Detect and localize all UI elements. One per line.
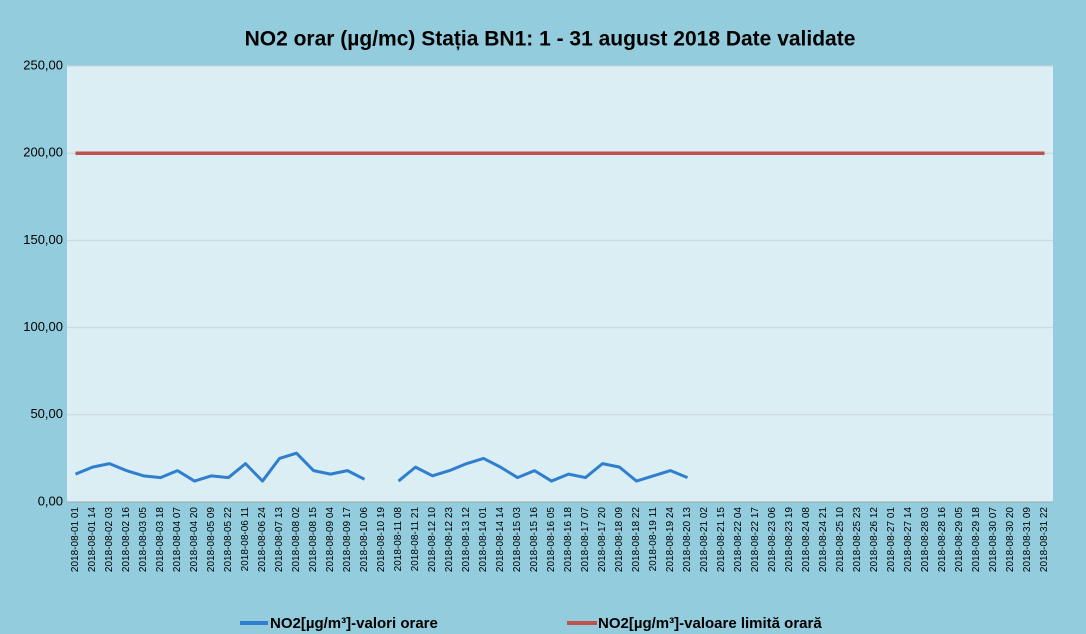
x-tick-label: 2018-08-29 05 bbox=[954, 507, 965, 572]
x-tick-label: 2018-08-03 05 bbox=[138, 507, 149, 572]
x-tick-label: 2018-08-24 08 bbox=[801, 507, 812, 572]
y-tick-label: 150,00 bbox=[23, 232, 63, 247]
x-tick-label: 2018-08-23 06 bbox=[767, 507, 778, 572]
series-line bbox=[74, 451, 366, 483]
x-tick-label: 2018-08-07 13 bbox=[274, 507, 285, 572]
x-tick-label: 2018-08-22 17 bbox=[750, 507, 761, 572]
x-tick-label: 2018-08-09 17 bbox=[342, 507, 353, 572]
x-tick-label: 2018-08-30 20 bbox=[1005, 507, 1016, 572]
x-tick-label: 2018-08-28 16 bbox=[937, 507, 948, 572]
x-tick-label: 2018-08-06 24 bbox=[257, 507, 268, 572]
x-tick-label: 2018-08-06 11 bbox=[240, 507, 251, 572]
x-tick-label: 2018-08-26 12 bbox=[869, 507, 880, 572]
x-tick-label: 2018-08-24 21 bbox=[818, 507, 829, 572]
x-tick-label: 2018-08-22 04 bbox=[733, 507, 744, 572]
x-tick-label: 2018-08-28 03 bbox=[920, 507, 931, 572]
x-tick-label: 2018-08-29 18 bbox=[971, 507, 982, 572]
x-tick-label: 2018-08-04 20 bbox=[189, 507, 200, 572]
x-tick-label: 2018-08-10 19 bbox=[376, 507, 387, 572]
x-tick-label: 2018-08-25 10 bbox=[835, 507, 846, 572]
x-tick-label: 2018-08-08 02 bbox=[291, 507, 302, 572]
x-tick-label: 2018-08-12 10 bbox=[427, 507, 438, 572]
x-tick-label: 2018-08-13 12 bbox=[461, 507, 472, 572]
x-tick-label: 2018-08-10 06 bbox=[359, 507, 370, 572]
x-tick-label: 2018-08-19 11 bbox=[648, 507, 659, 572]
x-tick-label: 2018-08-16 18 bbox=[563, 507, 574, 572]
y-tick-label: 0,00 bbox=[38, 493, 63, 508]
x-tick-label: 2018-08-21 02 bbox=[699, 507, 710, 572]
x-tick-label: 2018-08-01 14 bbox=[87, 507, 98, 572]
legend-label: NO2[µg/m³]-valoare limită orară bbox=[598, 615, 822, 632]
x-tick-label: 2018-08-31 22 bbox=[1039, 507, 1050, 572]
x-tick-label: 2018-08-03 18 bbox=[155, 507, 166, 572]
x-tick-label: 2018-08-14 01 bbox=[478, 507, 489, 572]
x-tick-label: 2018-08-18 22 bbox=[631, 507, 642, 572]
x-tick-label: 2018-08-04 07 bbox=[172, 507, 183, 572]
x-tick-label: 2018-08-11 08 bbox=[393, 507, 404, 572]
x-tick-label: 2018-08-02 03 bbox=[104, 507, 115, 572]
x-tick-label: 2018-08-01 01 bbox=[70, 507, 81, 572]
x-tick-label: 2018-08-19 24 bbox=[665, 507, 676, 572]
x-tick-label: 2018-08-14 14 bbox=[495, 507, 506, 572]
x-tick-label: 2018-08-09 04 bbox=[325, 507, 336, 572]
x-tick-label: 2018-08-18 09 bbox=[614, 507, 625, 572]
plot-area bbox=[67, 66, 1053, 502]
x-tick-label: 2018-08-27 14 bbox=[903, 507, 914, 572]
series-line bbox=[397, 456, 689, 483]
x-tick-label: 2018-08-02 16 bbox=[121, 507, 132, 572]
x-tick-label: 2018-08-21 15 bbox=[716, 507, 727, 572]
x-tick-label: 2018-08-20 13 bbox=[682, 507, 693, 572]
x-tick-label: 2018-08-25 23 bbox=[852, 507, 863, 572]
y-tick-label: 100,00 bbox=[23, 319, 63, 334]
x-tick-label: 2018-08-08 15 bbox=[308, 507, 319, 572]
x-tick-label: 2018-08-17 07 bbox=[580, 507, 591, 572]
y-tick-label: 50,00 bbox=[30, 406, 63, 421]
y-tick-label: 250,00 bbox=[23, 57, 63, 72]
x-tick-label: 2018-08-12 23 bbox=[444, 507, 455, 572]
x-tick-label: 2018-08-30 07 bbox=[988, 507, 999, 572]
x-tick-label: 2018-08-16 05 bbox=[546, 507, 557, 572]
x-tick-label: 2018-08-11 21 bbox=[410, 507, 421, 572]
x-tick-label: 2018-08-05 22 bbox=[223, 507, 234, 572]
y-tick-label: 200,00 bbox=[23, 145, 63, 160]
x-tick-label: 2018-08-23 19 bbox=[784, 507, 795, 572]
legend-label: NO2[µg/m³]-valori orare bbox=[270, 615, 438, 632]
x-tick-label: 2018-08-15 03 bbox=[512, 507, 523, 572]
x-tick-label: 2018-08-05 09 bbox=[206, 507, 217, 572]
chart-title: NO2 orar (µg/mc) Stația BN1: 1 - 31 augu… bbox=[245, 28, 856, 51]
x-tick-label: 2018-08-15 16 bbox=[529, 507, 540, 572]
x-tick-label: 2018-08-27 01 bbox=[886, 507, 897, 572]
x-tick-label: 2018-08-17 20 bbox=[597, 507, 608, 572]
x-tick-label: 2018-08-31 09 bbox=[1022, 507, 1033, 572]
